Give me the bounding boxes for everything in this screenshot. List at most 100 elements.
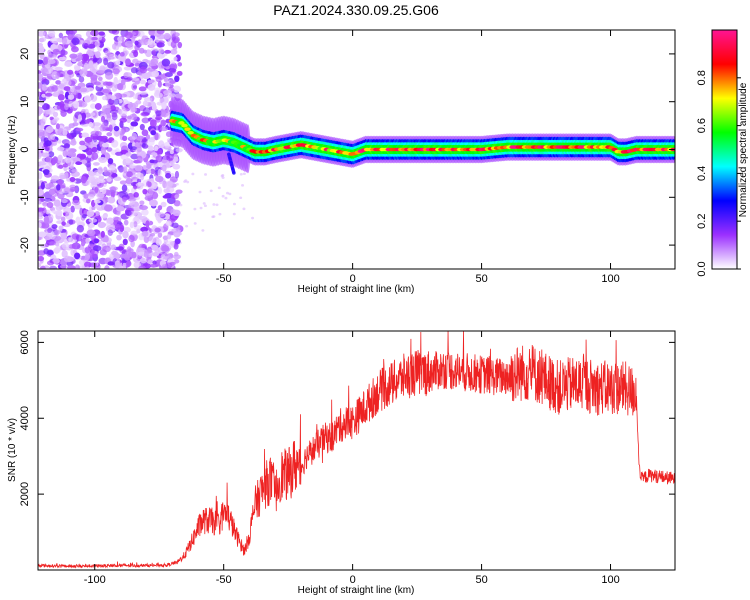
spectrogram-noise-cell <box>86 87 94 92</box>
spectrogram-noise-cell <box>147 259 154 264</box>
spectrogram-noise-cell <box>90 74 98 81</box>
spectrogram-noise-cell <box>133 216 140 223</box>
spectrogram-noise-cell <box>139 79 146 85</box>
spectrogram-noise-cell <box>38 31 46 37</box>
spectrogram-noise-cell <box>56 105 61 110</box>
spectrogram-noise-cell <box>49 37 59 44</box>
spectrogram-noise-cell <box>128 234 135 243</box>
spectrogram-noise-cell <box>148 30 155 36</box>
spectrogram-y-tick-label: -20 <box>19 237 31 253</box>
spectrogram-noise-cell <box>59 264 68 269</box>
spectrogram-noise-cell <box>64 150 69 156</box>
colorbar-tick-label: 0.2 <box>696 214 708 229</box>
spectrogram-noise-cell <box>221 194 225 198</box>
spectrogram-noise-cell <box>74 252 81 260</box>
spectrogram-noise-cell <box>114 223 121 231</box>
spectrogram-noise-cell <box>93 125 101 132</box>
snr-y-tick-label: 2000 <box>19 482 31 506</box>
spectrogram-noise-cell <box>85 198 91 204</box>
spectrogram-noise-cell <box>148 187 154 196</box>
spectrogram-noise-cell <box>67 153 76 158</box>
spectrogram-noise-cell <box>155 76 162 83</box>
spectrogram-noise-cell <box>138 265 146 269</box>
snr-x-tick-label: 50 <box>475 574 487 586</box>
spectrogram-noise-cell <box>140 173 145 181</box>
spectrogram-noise-cell <box>46 260 54 266</box>
spectrogram-noise-cell <box>85 237 90 244</box>
spectrogram-noise-cell <box>38 91 41 97</box>
spectrogram-noise-cell <box>50 175 60 181</box>
spectrogram-noise-cell <box>147 181 152 188</box>
spectrogram-noise-cell <box>81 53 88 62</box>
spectrogram-noise-cell <box>165 172 172 179</box>
spectrogram-noise-cell <box>133 221 138 228</box>
spectrogram-noise-cell <box>130 153 139 160</box>
spectrogram-noise-cell <box>120 108 128 117</box>
spectrogram-noise-cell <box>94 130 102 137</box>
spectrogram-noise-cell <box>45 183 55 188</box>
spectrogram-noise-cell <box>125 157 132 164</box>
spectrogram-noise-cell <box>152 260 157 265</box>
spectrogram-noise-cell <box>85 118 91 124</box>
spectrogram-noise-cell <box>68 100 74 107</box>
spectrogram-noise-cell <box>102 88 112 94</box>
spectrogram-noise-cell <box>83 193 89 199</box>
spectrogram-noise-cell <box>41 83 48 91</box>
spectrogram-noise-cell <box>164 49 172 54</box>
spectrogram-noise-cell <box>154 132 159 141</box>
spectrogram-noise-cell <box>117 83 124 91</box>
spectrogram-noise-cell <box>154 92 163 99</box>
spectrogram-noise-cell <box>146 139 155 146</box>
spectrogram-noise-cell <box>143 235 150 243</box>
spectrogram-noise-cell <box>94 186 99 194</box>
spectrogram-noise-cell <box>76 224 85 233</box>
spectrogram-noise-cell <box>84 95 92 103</box>
spectrogram-noise-cell <box>81 108 86 114</box>
spectrogram-noise-cell <box>139 200 145 206</box>
spectrogram-noise-cell <box>49 241 56 246</box>
spectrogram-noise-cell <box>147 169 152 174</box>
spectrogram-noise-cell <box>209 189 213 193</box>
spectrogram-noise-cell <box>251 216 255 220</box>
colorbar-tick-label: 0.0 <box>696 261 708 276</box>
spectrogram-noise-cell <box>40 181 45 190</box>
spectrogram-noise-cell <box>94 211 100 217</box>
spectrogram-noise-cell <box>66 134 72 139</box>
spectrogram-noise-cell <box>228 192 232 196</box>
spectrogram-noise-cell <box>155 155 163 163</box>
spectrogram-noise-cell <box>111 43 117 50</box>
spectrogram-noise-cell <box>81 132 89 138</box>
spectrogram-noise-cell <box>55 123 60 130</box>
spectrogram-noise-cell <box>74 34 82 39</box>
spectrogram-noise-cell <box>88 194 95 199</box>
spectrogram-noise-cell <box>103 235 109 243</box>
spectrogram-noise-cell <box>94 102 102 110</box>
spectrogram-noise-cell <box>63 207 72 214</box>
spectrogram-noise-cell <box>81 241 86 247</box>
spectrogram-noise-cell <box>93 169 103 177</box>
spectrogram-noise-cell <box>45 209 51 215</box>
spectrogram-noise-cell <box>111 139 119 148</box>
spectrogram-noise-cell <box>88 218 98 223</box>
spectrogram-noise-cell <box>52 156 58 164</box>
spectrogram-noise-cell <box>160 201 167 208</box>
spectrogram-noise-cell <box>95 51 101 59</box>
spectrogram-noise-cell <box>109 186 117 194</box>
spectrogram-noise-cell <box>58 83 65 89</box>
spectrogram-noise-cell <box>102 95 108 101</box>
spectrogram-noise-cell <box>135 100 142 105</box>
spectrogram-noise-cell <box>147 37 154 45</box>
spectrogram-noise-cell <box>163 256 172 260</box>
spectrogram-noise-cell <box>68 219 74 225</box>
spectrogram-noise-cell <box>132 77 140 82</box>
spectrogram-x-tick-label: -100 <box>84 273 106 285</box>
spectrogram-noise-cell <box>150 232 156 237</box>
spectrogram-noise-cell <box>80 175 87 184</box>
spectrogram-noise-cell <box>54 229 60 236</box>
spectrogram-noise-cell <box>38 231 47 238</box>
spectrogram-noise-cell <box>138 86 147 92</box>
spectrogram-noise-cell <box>161 245 170 252</box>
spectrogram-noise-cell <box>143 251 149 258</box>
spectrogram-noise-cell <box>199 206 203 210</box>
spectrogram-noise-cell <box>71 199 81 206</box>
